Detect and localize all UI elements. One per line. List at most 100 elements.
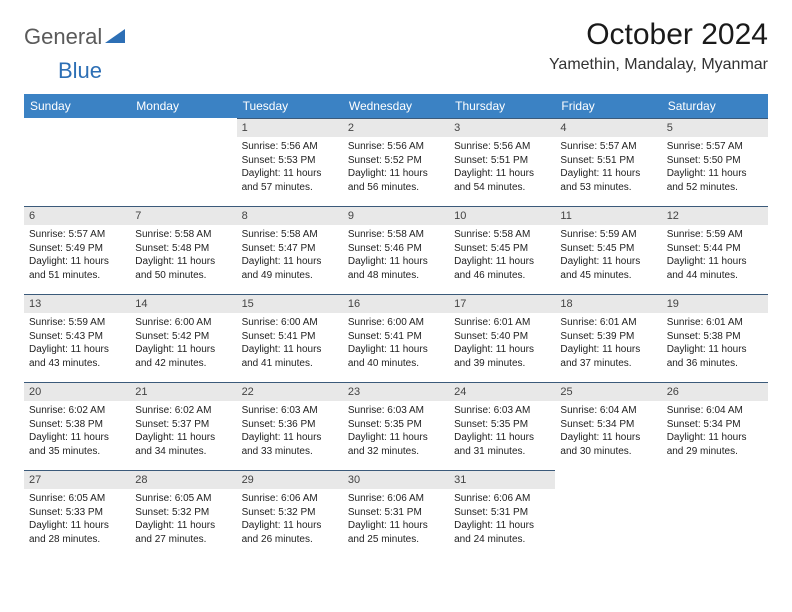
sunset-text: Sunset: 5:45 PM	[560, 242, 656, 256]
day-number: 5	[662, 118, 768, 137]
daylight-text: Daylight: 11 hours and 41 minutes.	[242, 343, 338, 370]
daylight-text: Daylight: 11 hours and 56 minutes.	[348, 167, 444, 194]
daylight-text: Daylight: 11 hours and 35 minutes.	[29, 431, 125, 458]
calendar-day-cell: 10Sunrise: 5:58 AMSunset: 5:45 PMDayligh…	[449, 206, 555, 294]
sunset-text: Sunset: 5:37 PM	[135, 418, 231, 432]
daylight-text: Daylight: 11 hours and 31 minutes.	[454, 431, 550, 458]
sunrise-text: Sunrise: 5:56 AM	[242, 140, 338, 154]
day-number: 12	[662, 206, 768, 225]
sunset-text: Sunset: 5:39 PM	[560, 330, 656, 344]
calendar-day-cell: 26Sunrise: 6:04 AMSunset: 5:34 PMDayligh…	[662, 382, 768, 470]
calendar-day-cell: 23Sunrise: 6:03 AMSunset: 5:35 PMDayligh…	[343, 382, 449, 470]
daylight-text: Daylight: 11 hours and 51 minutes.	[29, 255, 125, 282]
sunset-text: Sunset: 5:40 PM	[454, 330, 550, 344]
day-number: 25	[555, 382, 661, 401]
weekday-header-cell: Tuesday	[237, 94, 343, 118]
day-number: 8	[237, 206, 343, 225]
sunset-text: Sunset: 5:35 PM	[454, 418, 550, 432]
day-number: 19	[662, 294, 768, 313]
calendar-day-cell: 28Sunrise: 6:05 AMSunset: 5:32 PMDayligh…	[130, 470, 236, 558]
sunset-text: Sunset: 5:49 PM	[29, 242, 125, 256]
day-number: 9	[343, 206, 449, 225]
calendar-page: General October 2024 Yamethin, Mandalay,…	[0, 0, 792, 558]
sunset-text: Sunset: 5:48 PM	[135, 242, 231, 256]
day-content: Sunrise: 5:58 AMSunset: 5:45 PMDaylight:…	[449, 225, 555, 282]
day-content: Sunrise: 6:04 AMSunset: 5:34 PMDaylight:…	[555, 401, 661, 458]
sunrise-text: Sunrise: 6:03 AM	[242, 404, 338, 418]
calendar-day-cell: 1Sunrise: 5:56 AMSunset: 5:53 PMDaylight…	[237, 118, 343, 206]
day-content: Sunrise: 6:03 AMSunset: 5:35 PMDaylight:…	[449, 401, 555, 458]
daylight-text: Daylight: 11 hours and 32 minutes.	[348, 431, 444, 458]
sunset-text: Sunset: 5:47 PM	[242, 242, 338, 256]
daylight-text: Daylight: 11 hours and 25 minutes.	[348, 519, 444, 546]
weekday-header-cell: Wednesday	[343, 94, 449, 118]
daylight-text: Daylight: 11 hours and 42 minutes.	[135, 343, 231, 370]
calendar-day-cell: 3Sunrise: 5:56 AMSunset: 5:51 PMDaylight…	[449, 118, 555, 206]
daylight-text: Daylight: 11 hours and 37 minutes.	[560, 343, 656, 370]
day-content: Sunrise: 5:58 AMSunset: 5:46 PMDaylight:…	[343, 225, 449, 282]
sunset-text: Sunset: 5:35 PM	[348, 418, 444, 432]
day-number: 15	[237, 294, 343, 313]
weekday-header-cell: Monday	[130, 94, 236, 118]
daylight-text: Daylight: 11 hours and 33 minutes.	[242, 431, 338, 458]
sunrise-text: Sunrise: 6:03 AM	[454, 404, 550, 418]
calendar-day-cell: 30Sunrise: 6:06 AMSunset: 5:31 PMDayligh…	[343, 470, 449, 558]
calendar-week-row: 6Sunrise: 5:57 AMSunset: 5:49 PMDaylight…	[24, 206, 768, 294]
day-content: Sunrise: 6:05 AMSunset: 5:32 PMDaylight:…	[130, 489, 236, 546]
calendar-day-cell: 9Sunrise: 5:58 AMSunset: 5:46 PMDaylight…	[343, 206, 449, 294]
sunset-text: Sunset: 5:43 PM	[29, 330, 125, 344]
day-content: Sunrise: 5:57 AMSunset: 5:49 PMDaylight:…	[24, 225, 130, 282]
daylight-text: Daylight: 11 hours and 52 minutes.	[667, 167, 763, 194]
calendar-day-cell: 12Sunrise: 5:59 AMSunset: 5:44 PMDayligh…	[662, 206, 768, 294]
sunrise-text: Sunrise: 6:01 AM	[560, 316, 656, 330]
day-number: 1	[237, 118, 343, 137]
calendar-day-cell: 31Sunrise: 6:06 AMSunset: 5:31 PMDayligh…	[449, 470, 555, 558]
day-content: Sunrise: 5:56 AMSunset: 5:53 PMDaylight:…	[237, 137, 343, 194]
daylight-text: Daylight: 11 hours and 29 minutes.	[667, 431, 763, 458]
day-content: Sunrise: 6:01 AMSunset: 5:38 PMDaylight:…	[662, 313, 768, 370]
calendar-weekday-header: SundayMondayTuesdayWednesdayThursdayFrid…	[24, 94, 768, 118]
day-number: 3	[449, 118, 555, 137]
sunset-text: Sunset: 5:34 PM	[667, 418, 763, 432]
day-number: 29	[237, 470, 343, 489]
daylight-text: Daylight: 11 hours and 48 minutes.	[348, 255, 444, 282]
calendar-body: 1Sunrise: 5:56 AMSunset: 5:53 PMDaylight…	[24, 118, 768, 558]
weekday-header-cell: Sunday	[24, 94, 130, 118]
day-number: 28	[130, 470, 236, 489]
sunrise-text: Sunrise: 6:00 AM	[135, 316, 231, 330]
calendar-table: SundayMondayTuesdayWednesdayThursdayFrid…	[24, 94, 768, 558]
sunrise-text: Sunrise: 6:00 AM	[242, 316, 338, 330]
day-number: 14	[130, 294, 236, 313]
sunrise-text: Sunrise: 6:02 AM	[135, 404, 231, 418]
month-title: October 2024	[549, 18, 768, 52]
day-content: Sunrise: 5:58 AMSunset: 5:47 PMDaylight:…	[237, 225, 343, 282]
calendar-day-cell: 19Sunrise: 6:01 AMSunset: 5:38 PMDayligh…	[662, 294, 768, 382]
day-content: Sunrise: 6:06 AMSunset: 5:31 PMDaylight:…	[449, 489, 555, 546]
sunrise-text: Sunrise: 5:58 AM	[454, 228, 550, 242]
sunset-text: Sunset: 5:32 PM	[135, 506, 231, 520]
sunrise-text: Sunrise: 6:06 AM	[348, 492, 444, 506]
calendar-week-row: 1Sunrise: 5:56 AMSunset: 5:53 PMDaylight…	[24, 118, 768, 206]
sunset-text: Sunset: 5:50 PM	[667, 154, 763, 168]
sunset-text: Sunset: 5:38 PM	[29, 418, 125, 432]
day-number: 20	[24, 382, 130, 401]
daylight-text: Daylight: 11 hours and 44 minutes.	[667, 255, 763, 282]
day-number: 24	[449, 382, 555, 401]
day-number: 6	[24, 206, 130, 225]
sunrise-text: Sunrise: 6:04 AM	[667, 404, 763, 418]
day-content: Sunrise: 6:01 AMSunset: 5:39 PMDaylight:…	[555, 313, 661, 370]
day-content: Sunrise: 5:56 AMSunset: 5:51 PMDaylight:…	[449, 137, 555, 194]
daylight-text: Daylight: 11 hours and 49 minutes.	[242, 255, 338, 282]
day-number: 2	[343, 118, 449, 137]
logo: General	[24, 18, 127, 50]
day-number: 30	[343, 470, 449, 489]
day-number: 22	[237, 382, 343, 401]
calendar-day-cell: 15Sunrise: 6:00 AMSunset: 5:41 PMDayligh…	[237, 294, 343, 382]
sunrise-text: Sunrise: 5:56 AM	[348, 140, 444, 154]
sunrise-text: Sunrise: 6:05 AM	[29, 492, 125, 506]
calendar-day-cell: 18Sunrise: 6:01 AMSunset: 5:39 PMDayligh…	[555, 294, 661, 382]
day-content: Sunrise: 5:58 AMSunset: 5:48 PMDaylight:…	[130, 225, 236, 282]
weekday-header-cell: Saturday	[662, 94, 768, 118]
day-number: 10	[449, 206, 555, 225]
sunset-text: Sunset: 5:41 PM	[348, 330, 444, 344]
